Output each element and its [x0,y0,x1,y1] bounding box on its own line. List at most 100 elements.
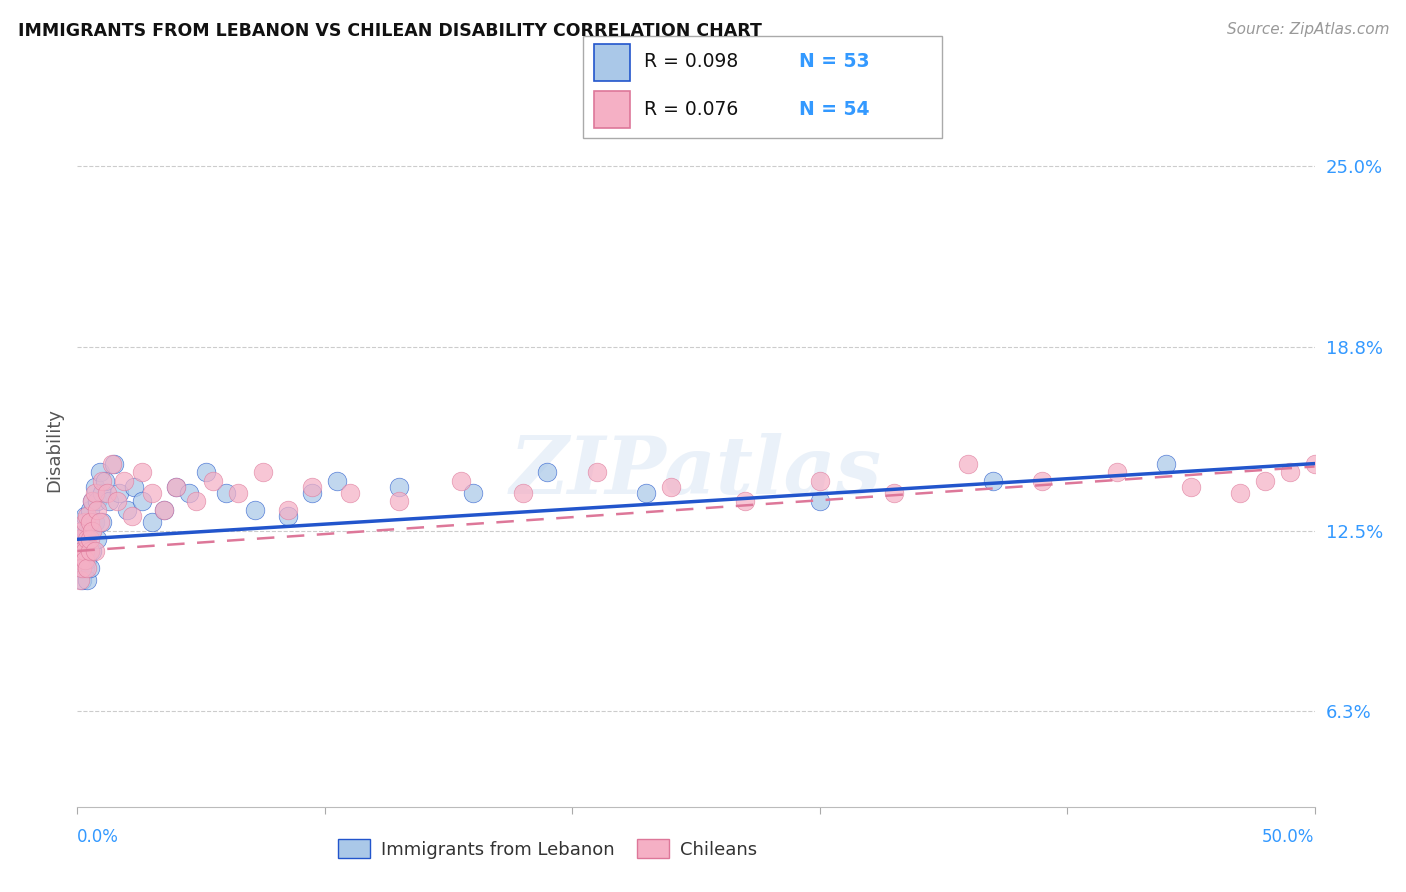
Point [86,533,108,547]
Point [73,533,96,547]
Point [72,552,94,566]
Point [659,480,682,494]
Point [808,474,831,488]
Point [83,485,105,500]
Point [808,494,831,508]
Point [69,515,91,529]
FancyBboxPatch shape [595,44,630,81]
Point [1254,474,1277,488]
Point [72,544,94,558]
Point [86,503,108,517]
Point [636,485,658,500]
Text: N = 53: N = 53 [799,53,869,71]
Text: R = 0.076: R = 0.076 [644,100,738,119]
Point [177,485,200,500]
Point [883,485,905,500]
Point [1180,480,1202,494]
Point [105,494,128,508]
Point [93,474,115,488]
Legend: Immigrants from Lebanon, Chileans: Immigrants from Lebanon, Chileans [330,832,765,866]
Point [96,485,118,500]
Point [69,573,91,587]
Point [76,533,98,547]
Point [981,474,1004,488]
Point [82,524,104,538]
Point [165,480,187,494]
Point [586,465,609,479]
Point [277,503,299,517]
Point [326,474,349,488]
Point [79,515,101,529]
Point [86,494,108,508]
Point [89,515,111,529]
Point [734,494,756,508]
Point [202,474,225,488]
Point [73,508,96,523]
Point [141,515,163,529]
Point [131,494,153,508]
Point [301,480,323,494]
FancyBboxPatch shape [595,91,630,128]
Point [73,544,96,558]
Point [73,552,96,566]
Y-axis label: Disability: Disability [45,409,63,492]
Point [101,457,124,471]
Point [83,515,105,529]
Point [536,465,558,479]
Point [76,508,98,523]
Text: 0.0%: 0.0% [77,828,120,846]
Point [245,503,267,517]
Point [131,465,153,479]
Text: Source: ZipAtlas.com: Source: ZipAtlas.com [1226,22,1389,37]
Point [73,544,96,558]
Point [1229,485,1251,500]
Point [72,561,94,575]
Point [1031,474,1053,488]
Text: ZIPatlas: ZIPatlas [510,434,882,510]
Point [122,480,145,494]
Point [1278,465,1301,479]
Point [76,524,98,538]
Point [103,457,125,471]
Point [141,485,163,500]
Point [83,544,105,558]
Point [79,561,101,575]
Point [463,485,485,500]
Point [79,524,101,538]
Point [76,573,98,587]
Point [252,465,274,479]
Point [69,538,91,552]
Point [79,544,101,558]
Point [79,544,101,558]
Point [69,561,91,575]
Point [115,503,138,517]
FancyBboxPatch shape [583,36,942,138]
Point [76,552,98,566]
Point [79,533,101,547]
Point [512,485,534,500]
Text: R = 0.098: R = 0.098 [644,53,738,71]
Point [91,474,114,488]
Point [72,573,94,587]
Point [76,538,98,552]
Point [69,533,91,547]
Point [184,494,207,508]
Point [82,544,104,558]
Point [153,503,176,517]
Point [215,485,238,500]
Point [957,457,980,471]
Point [226,485,249,500]
Point [121,508,143,523]
Text: 50.0%: 50.0% [1263,828,1315,846]
Point [108,485,131,500]
Point [301,485,323,500]
Point [69,552,91,566]
Point [165,480,187,494]
Point [72,544,94,558]
Point [73,515,96,529]
Point [195,465,218,479]
Point [1154,457,1177,471]
Point [83,480,105,494]
Point [82,494,104,508]
Point [339,485,361,500]
